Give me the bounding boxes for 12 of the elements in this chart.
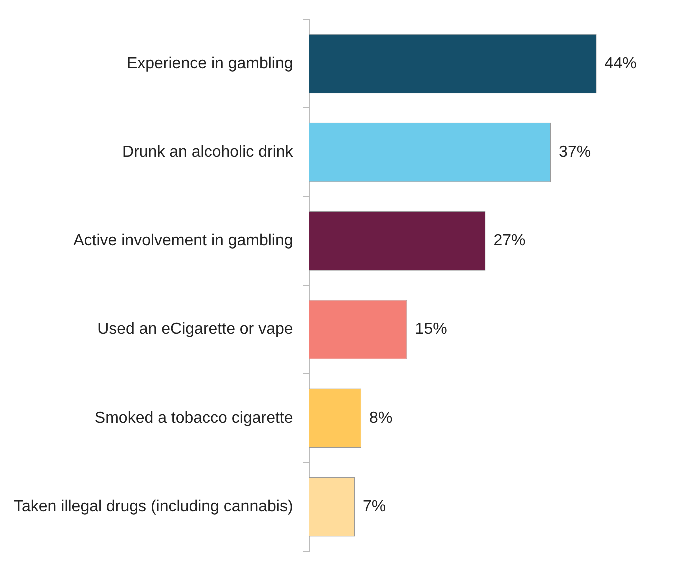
y-tick-label: Drunk an alcoholic drink	[122, 144, 294, 161]
y-tick-label: Smoked a tobacco cigarette	[94, 410, 294, 427]
data-label: 44%	[604, 55, 637, 72]
y-tick-label: Taken illegal drugs (including cannabis)	[14, 498, 294, 516]
data-label: 15%	[415, 321, 448, 338]
data-label: 27%	[494, 232, 526, 250]
data-label: 7%	[363, 498, 386, 516]
y-tick-label: Experience in gambling	[126, 55, 294, 72]
data-label: 8%	[370, 410, 393, 427]
data-label: 37%	[559, 144, 592, 161]
y-tick-label: Active involvement in gambling	[74, 232, 294, 250]
y-tick-label: Used an eCigarette or vape	[98, 321, 294, 338]
